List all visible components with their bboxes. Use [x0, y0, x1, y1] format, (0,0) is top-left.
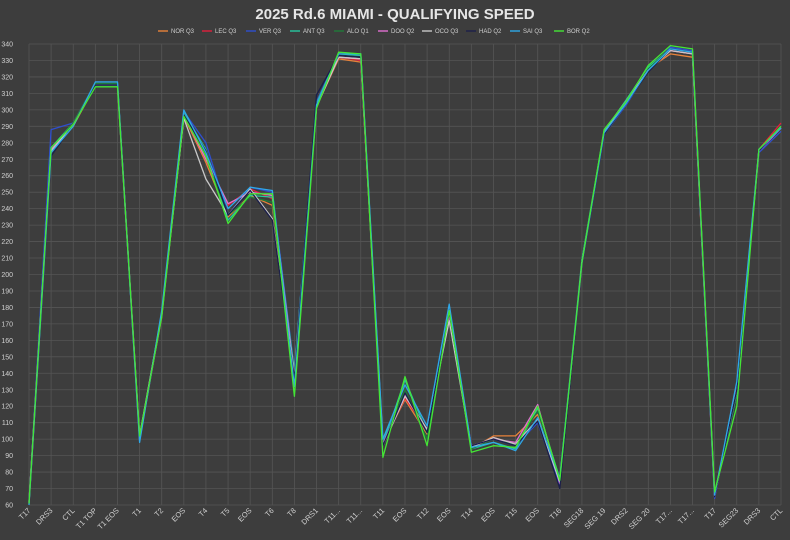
series-group: [28, 44, 782, 506]
x-tick-label: T17: [703, 506, 719, 522]
x-tick-label: T17: [17, 506, 33, 522]
y-tick-label: 120: [1, 404, 13, 411]
x-tick-label: T14: [459, 506, 475, 522]
x-tick-label: T16: [548, 506, 564, 522]
y-tick-label: 180: [1, 305, 13, 312]
y-tick-label: 130: [1, 387, 13, 394]
x-tick-label: CTL: [768, 506, 784, 522]
y-tick-label: 110: [2, 420, 13, 427]
x-tick-label: T8: [285, 506, 298, 519]
chart-legend: NOR Q3 LEC Q3 VER Q3 ANT Q3 ALO Q1 DOO Q2 OCO …: [158, 29, 590, 35]
y-tick-label: 150: [1, 354, 13, 361]
x-tick-label: T17...: [676, 506, 696, 526]
series-line-bor-q2: [28, 44, 782, 504]
x-tick-label: EOS: [524, 506, 542, 524]
legend-label: DOO Q2: [391, 29, 415, 35]
legend-label: HAD Q2: [479, 29, 502, 35]
legend-label: ALO Q1: [347, 29, 369, 35]
y-tick-label: 170: [1, 321, 13, 328]
y-tick-label: 60: [5, 503, 13, 510]
chart-grid: [28, 43, 782, 506]
y-tick-label: 140: [1, 371, 13, 378]
x-tick-label: T11: [371, 506, 386, 521]
x-tick-label: T11...: [323, 506, 343, 526]
legend-label: LEC Q3: [215, 29, 237, 35]
legend-label: VER Q3: [259, 29, 282, 35]
legend-label: ANT Q3: [303, 29, 325, 35]
y-tick-label: 260: [1, 173, 13, 180]
x-tick-label: T4: [197, 506, 210, 519]
y-tick-label: 270: [1, 157, 13, 164]
y-tick-label: 80: [5, 470, 13, 477]
y-tick-label: 220: [1, 239, 13, 246]
y-tick-label: 190: [1, 288, 13, 295]
x-tick-label: T1: [130, 506, 143, 519]
x-tick-label: T1 EOS: [96, 506, 121, 531]
x-tick-label: EOS: [435, 506, 453, 524]
x-tick-label: DRS3: [742, 506, 763, 527]
y-tick-label: 160: [1, 338, 13, 345]
y-tick-label: 340: [1, 42, 13, 49]
legend-label: OCO Q3: [435, 29, 459, 35]
y-tick-label: 240: [1, 206, 13, 213]
y-tick-label: 70: [5, 486, 13, 493]
y-tick-label: 280: [1, 140, 13, 147]
legend-label: NOR Q3: [171, 29, 195, 35]
x-tick-label: SEG18: [562, 506, 585, 529]
x-tick-label: T6: [263, 506, 276, 519]
y-tick-label: 250: [1, 190, 13, 197]
y-tick-label: 310: [1, 91, 13, 98]
x-tick-label: T5: [219, 506, 232, 519]
y-tick-label: 290: [1, 124, 13, 131]
x-tick-label: DRS3: [34, 506, 55, 527]
x-tick-label: SEG23: [717, 506, 740, 529]
y-tick-label: 230: [1, 223, 13, 230]
x-tick-label: T12: [415, 506, 431, 522]
x-tick-label: DRS1: [299, 506, 320, 527]
x-tick-label: EOS: [236, 506, 254, 524]
y-tick-label: 100: [1, 437, 13, 444]
y-tick-label: 330: [1, 58, 13, 65]
x-tick-label: EOS: [479, 506, 497, 524]
x-tick-label: CTL: [60, 506, 76, 522]
x-tick-label: EOS: [170, 506, 188, 524]
x-tick-label: EOS: [391, 506, 409, 524]
x-tick-label: T15: [503, 506, 519, 522]
y-tick-label: 90: [5, 453, 13, 460]
x-tick-label: T2: [153, 506, 166, 519]
y-axis: 60 70 80 90 100 110 120 130 140 150 160 170 180 190 20…: [1, 42, 13, 510]
y-tick-label: 300: [1, 107, 13, 114]
legend-label: SAI Q3: [523, 29, 543, 35]
y-tick-label: 210: [1, 256, 13, 263]
chart-title: 2025 Rd.6 MIAMI - QUALIFYING SPEED: [255, 6, 534, 23]
y-tick-label: 200: [1, 272, 13, 279]
legend-label: BOR Q2: [567, 29, 590, 35]
x-tick-label: T17...: [654, 506, 674, 526]
y-tick-label: 320: [1, 74, 13, 81]
x-tick-label: T1 TOP: [74, 506, 99, 531]
x-tick-label: SEG 19: [583, 506, 608, 531]
x-tick-label: SEG 20: [627, 506, 652, 531]
x-tick-label: T11...: [345, 506, 365, 526]
